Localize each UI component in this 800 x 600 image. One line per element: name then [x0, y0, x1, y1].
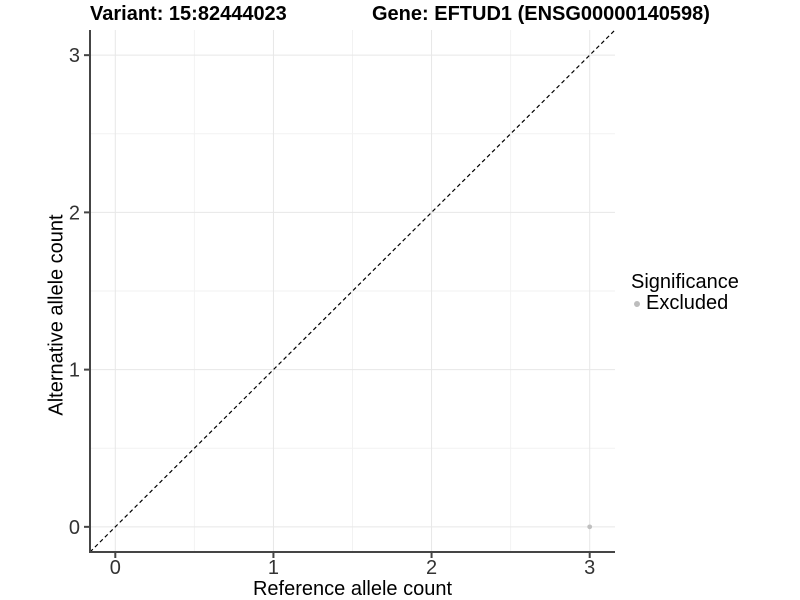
svg-text:2: 2: [426, 557, 437, 579]
legend: Significance Excluded: [631, 272, 739, 314]
y-tick-labels: 0 1 2 3: [69, 45, 80, 539]
svg-text:1: 1: [268, 557, 279, 579]
legend-title: Significance: [631, 271, 739, 293]
x-tick-labels: 0 1 2 3: [110, 557, 596, 579]
plot-title-gene: Gene: EFTUD1 (ENSG00000140598): [372, 3, 710, 25]
legend-item-excluded: Excluded: [631, 293, 739, 314]
svg-text:3: 3: [69, 45, 80, 67]
gridlines-major: [90, 30, 615, 552]
gridlines-minor: [90, 30, 615, 552]
svg-text:0: 0: [110, 557, 121, 579]
legend-item-label: Excluded: [646, 292, 729, 314]
y-axis-title: Alternative allele count: [45, 214, 68, 416]
svg-text:0: 0: [69, 517, 80, 539]
legend-point-icon: [634, 300, 640, 307]
svg-text:3: 3: [584, 557, 595, 579]
svg-text:2: 2: [69, 202, 80, 224]
x-axis-title: Reference allele count: [252, 578, 452, 600]
axis-lines: [89, 30, 615, 553]
plot-title-variant: Variant: 15:82444023: [90, 3, 287, 25]
axis-ticks: [84, 54, 591, 558]
svg-text:1: 1: [69, 360, 80, 382]
identity-line: [89, 29, 616, 553]
data-point: [587, 524, 593, 530]
